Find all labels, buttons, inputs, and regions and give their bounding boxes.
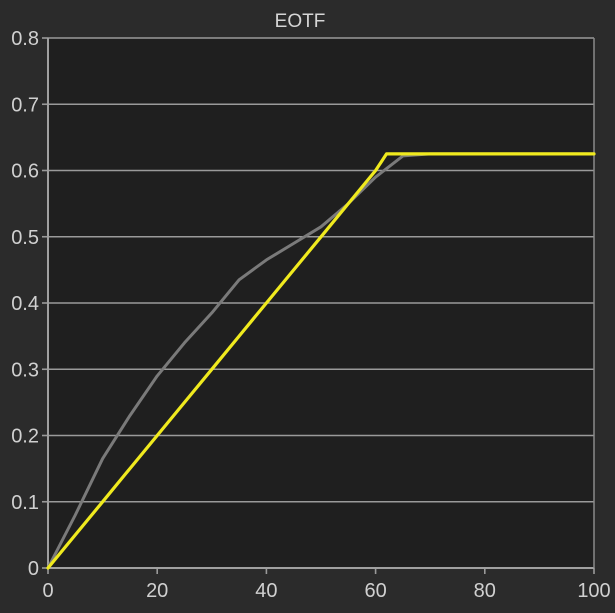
y-tick-label: 0.5 bbox=[11, 227, 39, 249]
grid-lines bbox=[48, 37, 594, 503]
x-tick-label: 40 bbox=[255, 580, 277, 602]
y-tick-label: 0.4 bbox=[11, 293, 39, 315]
x-tick-label: 100 bbox=[577, 580, 610, 602]
y-tick-label: 0.8 bbox=[11, 28, 39, 50]
x-tick-label: 0 bbox=[42, 580, 53, 602]
y-tick-label: 0.6 bbox=[11, 161, 39, 183]
tick-labels: 0 0.1 0.2 0.3 0.4 0.5 0.6 0.7 0.8 0 20 40 60 80 100 bbox=[11, 28, 611, 602]
y-tick-label: 0.2 bbox=[11, 426, 39, 448]
x-tick-label: 60 bbox=[364, 580, 386, 602]
series-line-yellow bbox=[46, 152, 596, 570]
series-lines bbox=[46, 152, 596, 570]
x-tick-label: 80 bbox=[474, 580, 496, 602]
y-tick-label: 0.3 bbox=[11, 359, 39, 381]
y-tick-label: 0.1 bbox=[11, 492, 39, 514]
x-tick-label: 20 bbox=[146, 580, 168, 602]
y-tick-label: 0.7 bbox=[11, 94, 39, 116]
y-tick-label: 0 bbox=[28, 558, 39, 580]
axes bbox=[42, 37, 595, 574]
chart-title: EOTF bbox=[275, 11, 326, 32]
